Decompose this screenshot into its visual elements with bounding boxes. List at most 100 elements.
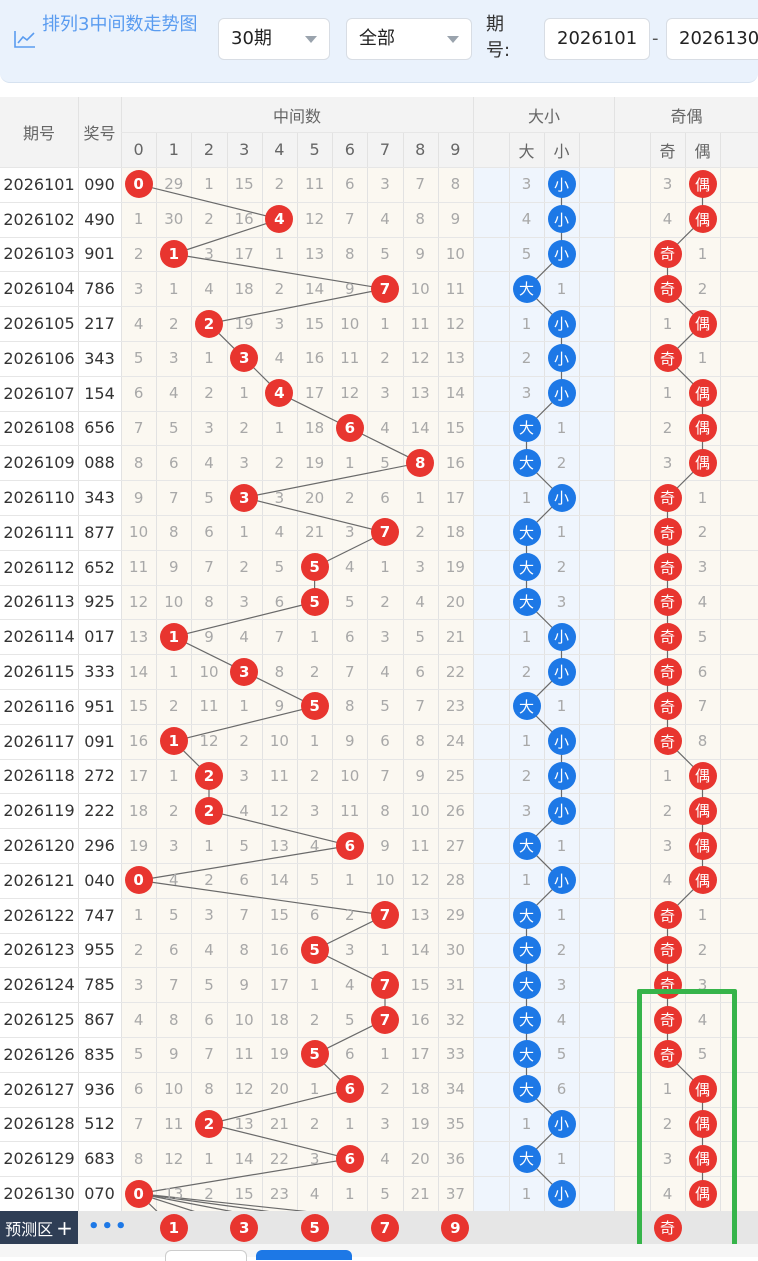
prediction-cell[interactable]: 5 xyxy=(297,1211,332,1244)
size-cell: 1 xyxy=(521,1114,532,1133)
mid-cell: 7 xyxy=(380,766,390,785)
parity-cell: 奇 xyxy=(650,689,685,724)
size-cell: 3 xyxy=(521,175,532,194)
mid-cell: 9 xyxy=(415,766,425,785)
size-ball: 小 xyxy=(547,170,576,199)
prediction-ball: 5 xyxy=(300,1213,329,1242)
mid-cell: 8 xyxy=(345,244,355,263)
parity-cell: 奇 xyxy=(650,480,685,515)
size-cell: 2 xyxy=(521,349,532,368)
mid-cell: 4 xyxy=(262,202,297,237)
mid-cell: 3 xyxy=(204,244,214,263)
bottom-button-right[interactable] xyxy=(256,1250,352,1260)
mid-cell: 16 xyxy=(269,940,289,959)
size-ball: 小 xyxy=(547,866,576,895)
mid-cell: 1 xyxy=(309,1080,320,1099)
mid-cell: 2 xyxy=(204,871,214,890)
issue-cell: 2026116 xyxy=(3,696,75,716)
mid-cell: 21 xyxy=(410,1184,430,1203)
mid-cell: 2 xyxy=(133,940,144,959)
mid-cell: 15 xyxy=(129,697,149,716)
mid-cell: 5 xyxy=(297,1037,332,1072)
mid-cell: 9 xyxy=(239,975,249,994)
mid-cell: 18 xyxy=(269,1010,289,1029)
size-ball: 大 xyxy=(512,970,541,999)
award-cell: 877 xyxy=(84,522,115,542)
mid-cell: 1 xyxy=(204,836,214,855)
issue-to-input[interactable]: 2026130 xyxy=(666,18,758,60)
mid-cell: 3 xyxy=(380,175,390,194)
award-cell: 747 xyxy=(84,905,115,925)
parity-ball: 偶 xyxy=(688,379,717,408)
mid-cell: 18 xyxy=(445,523,465,542)
mid-cell: 6 xyxy=(332,411,367,446)
mid-ball: 8 xyxy=(406,448,435,477)
parity-ball: 奇 xyxy=(653,622,682,651)
prediction-cell[interactable]: 7 xyxy=(367,1211,402,1244)
mid-cell: 1 xyxy=(380,940,390,959)
parity-ball: 奇 xyxy=(653,553,682,582)
mid-cell: 6 xyxy=(309,906,320,925)
filter-select[interactable]: 全部 xyxy=(346,18,472,60)
parity-cell: 2 xyxy=(662,801,673,820)
prediction-label[interactable]: 预测区 + xyxy=(0,1211,78,1244)
mid-cell: 11 xyxy=(410,314,430,333)
parity-cell: 偶 xyxy=(685,306,720,341)
size-cell: 5 xyxy=(521,244,532,263)
parity-cell: 1 xyxy=(662,766,673,785)
mid-cell: 1 xyxy=(239,697,249,716)
plus-icon[interactable]: + xyxy=(56,1215,73,1240)
bottom-button-left[interactable] xyxy=(165,1250,247,1261)
parity-cell: 偶 xyxy=(685,793,720,828)
mid-cell: 3 xyxy=(227,654,262,689)
issue-cell: 2026129 xyxy=(3,1149,75,1169)
mid-cell: 1 xyxy=(169,766,179,785)
award-cell: 017 xyxy=(84,627,115,647)
parity-ball: 奇 xyxy=(653,344,682,373)
more-icon[interactable]: ••• xyxy=(88,1216,129,1237)
size-cell: 大 xyxy=(509,1002,544,1037)
parity-ball: 奇 xyxy=(653,239,682,268)
mid-cell: 10 xyxy=(410,279,430,298)
mid-cell: 7 xyxy=(169,488,179,507)
mid-cell: 10 xyxy=(269,732,289,751)
size-cell: 大 xyxy=(509,550,544,585)
mid-cell: 8 xyxy=(345,697,355,716)
mid-cell: 2 xyxy=(191,1107,226,1142)
parity-cell: 5 xyxy=(697,627,708,646)
size-cell: 1 xyxy=(521,871,532,890)
mid-cell: 3 xyxy=(169,349,179,368)
award-cell: 070 xyxy=(84,1184,115,1204)
size-ball: 小 xyxy=(547,309,576,338)
mid-cell: 1 xyxy=(345,1184,355,1203)
size-ball: 大 xyxy=(512,1005,541,1034)
mid-cell: 17 xyxy=(445,488,465,507)
size-ball: 小 xyxy=(547,657,576,686)
parity-cell: 1 xyxy=(662,1080,673,1099)
issue-from-input[interactable]: 2026101 xyxy=(544,18,650,60)
award-cell: 936 xyxy=(84,1079,115,1099)
mid-cell: 13 xyxy=(164,1184,184,1203)
prediction-cell[interactable]: 9 xyxy=(438,1211,473,1244)
parity-cell: 3 xyxy=(697,558,708,577)
size-cell: 大 xyxy=(509,828,544,863)
mid-cell: 4 xyxy=(380,662,390,681)
parity-ball: 奇 xyxy=(653,483,682,512)
mid-cell: 12 xyxy=(269,801,289,820)
mid-cell: 4 xyxy=(262,376,297,411)
prediction-cell[interactable]: 3 xyxy=(227,1211,262,1244)
size-cell: 1 xyxy=(556,279,567,298)
period-select[interactable]: 30期 xyxy=(218,18,330,60)
prediction-cell[interactable]: 1 xyxy=(156,1211,191,1244)
prediction-parity-cell[interactable]: 奇 xyxy=(650,1211,685,1244)
mid-cell: 6 xyxy=(274,592,285,611)
mid-cell: 7 xyxy=(415,175,425,194)
parity-cell: 奇 xyxy=(650,515,685,550)
issue-cell: 2026104 xyxy=(3,279,75,299)
grid-vline xyxy=(650,132,651,1244)
grid-vline xyxy=(720,132,721,1244)
mid-cell: 17 xyxy=(269,975,289,994)
mid-ball: 2 xyxy=(194,309,223,338)
size-ball: 大 xyxy=(512,274,541,303)
mid-cell: 3 xyxy=(204,418,214,437)
